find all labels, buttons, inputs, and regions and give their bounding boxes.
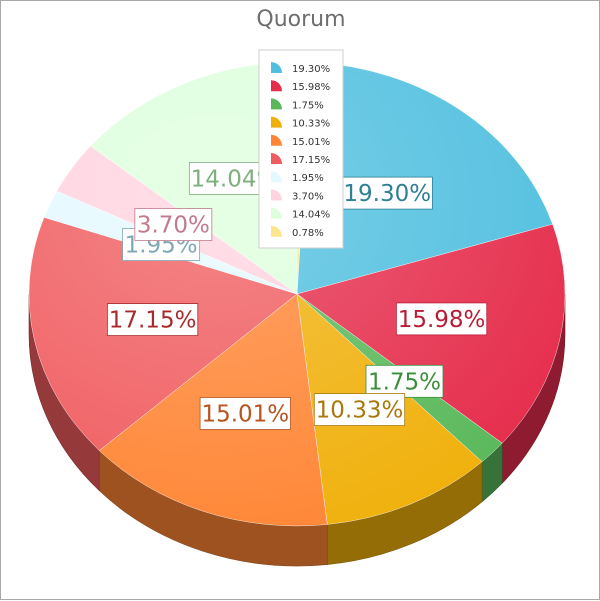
slice-label-2: 1.75% [365, 364, 444, 398]
legend-swatch-icon [271, 171, 282, 183]
legend-swatch-icon [271, 98, 282, 110]
legend-item-0[interactable]: 19.30% [271, 62, 330, 75]
legend-item-4[interactable]: 15.01% [271, 134, 330, 148]
svg-text:3.70%: 3.70% [137, 213, 210, 239]
svg-text:15.01%: 15.01% [201, 401, 289, 427]
legend-item-9[interactable]: 0.78% [271, 225, 324, 239]
legend-item-6[interactable]: 1.95% [271, 171, 324, 184]
legend-label: 15.98% [292, 82, 330, 93]
legend: 19.30% 15.98% 1.75% 10.33% 15.01% 17.15% 1.95%… [258, 49, 344, 249]
legend-swatch-icon [271, 153, 282, 164]
legend-label: 14.04% [292, 210, 330, 221]
legend-item-3[interactable]: 10.33% [271, 116, 330, 130]
legend-item-2[interactable]: 1.75% [271, 98, 324, 111]
legend-item-7[interactable]: 3.70% [271, 189, 324, 202]
legend-swatch-icon [271, 225, 282, 237]
svg-text:19.30%: 19.30% [343, 181, 431, 207]
legend-label: 10.33% [292, 119, 330, 130]
legend-swatch-icon [271, 189, 282, 201]
legend-label: 17.15% [292, 155, 330, 166]
chart-title: Quorum [256, 7, 346, 32]
legend-label: 1.95% [292, 173, 324, 184]
svg-text:17.15%: 17.15% [109, 308, 197, 334]
svg-text:1.75%: 1.75% [368, 369, 441, 395]
legend-item-8[interactable]: 14.04% [271, 207, 330, 221]
legend-label: 15.01% [292, 137, 330, 148]
legend-label: 19.30% [292, 64, 330, 75]
slice-label-3: 10.33% [313, 393, 406, 426]
slice-label-7: 3.70% [134, 208, 213, 241]
legend-label: 1.75% [292, 100, 324, 111]
svg-text:10.33%: 10.33% [316, 398, 404, 424]
legend-item-1[interactable]: 15.98% [271, 80, 330, 93]
legend-swatch-icon [271, 62, 282, 73]
slice-label-0: 19.30% [341, 176, 433, 210]
legend-label: 3.70% [292, 191, 324, 202]
legend-label: 0.78% [292, 228, 324, 239]
svg-text:15.98%: 15.98% [398, 307, 486, 333]
slice-label-1: 15.98% [395, 302, 488, 336]
legend-swatch-icon [271, 116, 282, 128]
legend-swatch-icon [271, 80, 282, 92]
slice-label-4: 15.01% [199, 397, 291, 430]
legend-swatch-icon [271, 134, 282, 146]
slice-label-5: 17.15% [106, 303, 199, 336]
legend-swatch-icon [271, 207, 282, 219]
legend-item-5[interactable]: 17.15% [271, 153, 330, 166]
